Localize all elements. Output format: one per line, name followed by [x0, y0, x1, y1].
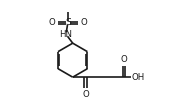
Text: O: O — [49, 18, 56, 27]
Text: O: O — [82, 90, 89, 99]
Text: O: O — [120, 55, 127, 64]
Text: HN: HN — [59, 30, 73, 39]
Text: O: O — [80, 18, 87, 27]
Text: OH: OH — [132, 73, 145, 82]
Text: S: S — [65, 18, 71, 27]
